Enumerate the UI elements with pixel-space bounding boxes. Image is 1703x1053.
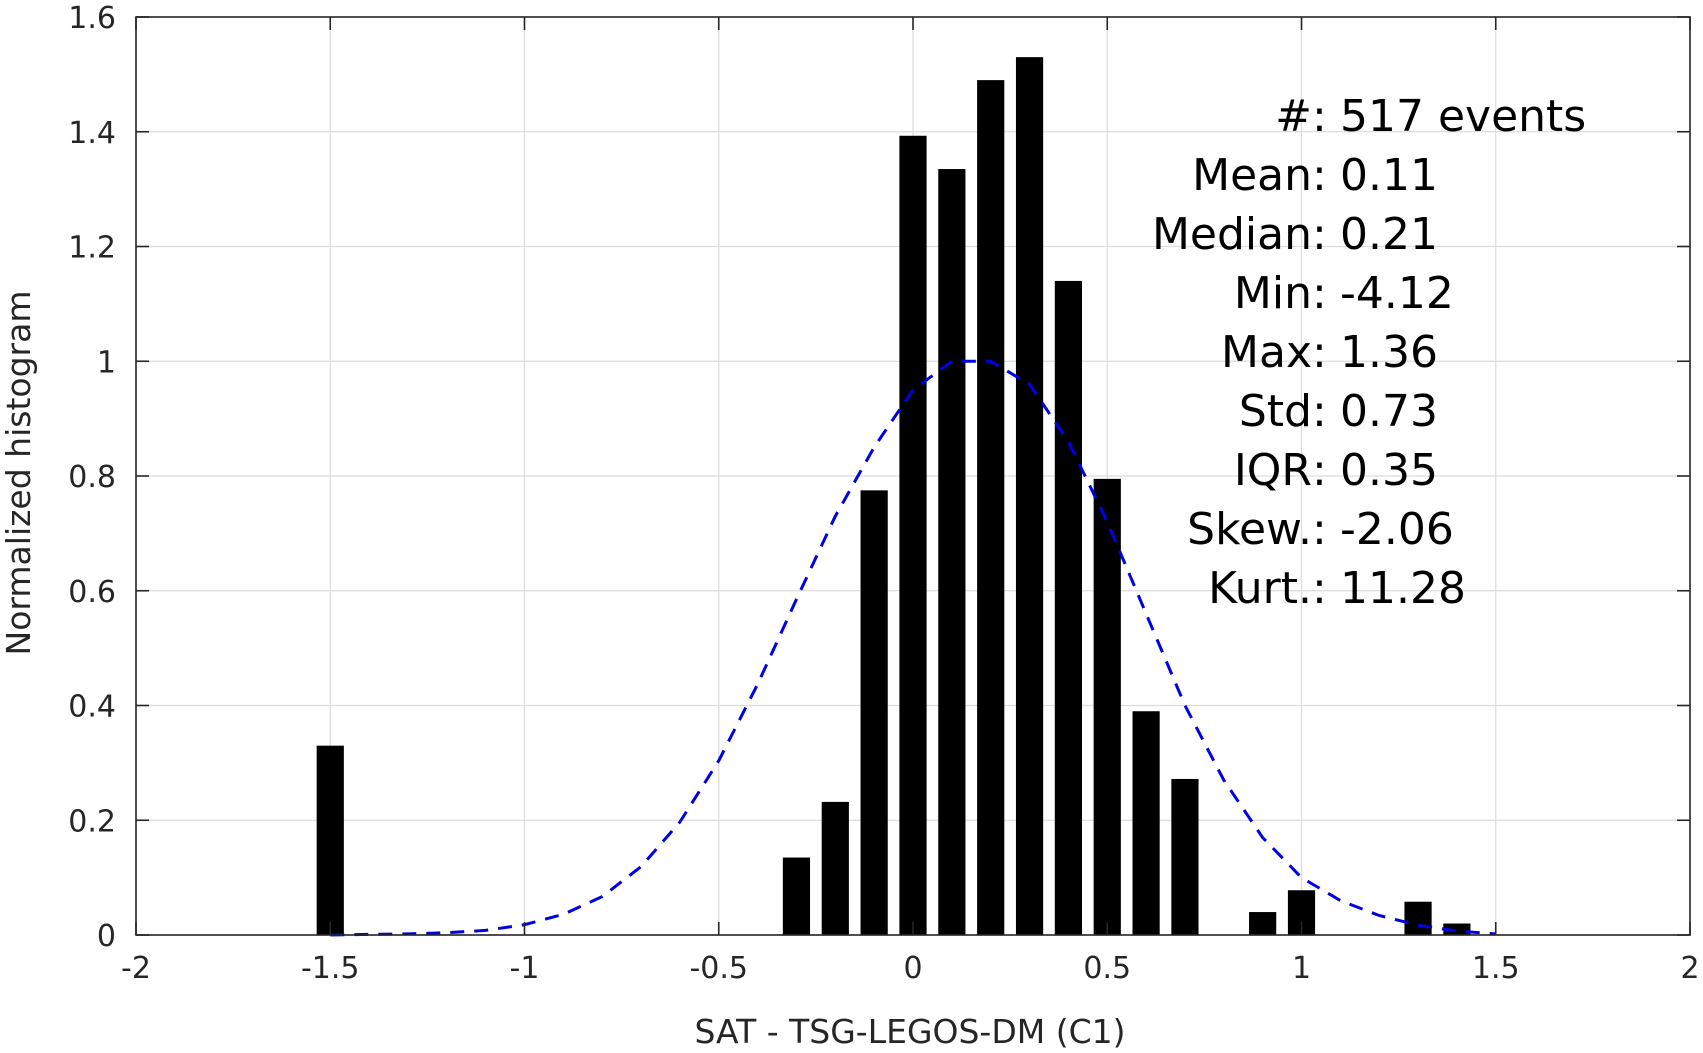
histogram-bar-14: [1404, 901, 1432, 935]
stat-label-8: Kurt.: [1208, 563, 1312, 614]
axes-frame: [135, 16, 1691, 936]
x-tick-label-7: 1.5: [1472, 951, 1520, 986]
stat-value-2: 0.21: [1340, 209, 1438, 260]
histogram-bar-5: [938, 169, 966, 935]
stat-value-7: -2.06: [1340, 504, 1454, 555]
stat-value-1: 0.11: [1340, 150, 1438, 201]
stat-colon-3: :: [1312, 268, 1327, 319]
histogram-bar-0: [316, 745, 344, 935]
stat-label-7: Skew.: [1187, 504, 1312, 555]
histogram-bar-11: [1171, 778, 1199, 935]
stat-label-0: #: [1275, 91, 1312, 142]
stat-label-1: Mean: [1192, 150, 1312, 201]
histogram-bars: [316, 57, 1471, 936]
stat-colon-8: :: [1312, 563, 1327, 614]
histogram-bar-9: [1093, 478, 1121, 935]
stat-colon-6: :: [1312, 445, 1327, 496]
y-tick-label-2: 0.4: [68, 690, 116, 725]
x-axis-label: SAT - TSG-LEGOS-DM (C1): [695, 1012, 1126, 1051]
stat-label-5: Std: [1239, 386, 1312, 437]
x-tick-label-3: -0.5: [689, 951, 748, 986]
x-tick-label-6: 1: [1292, 951, 1311, 986]
stat-label-4: Max: [1221, 327, 1312, 378]
stat-value-0: 517 events: [1340, 91, 1586, 142]
stat-value-3: -4.12: [1340, 268, 1454, 319]
y-tick-label-5: 1: [97, 345, 116, 380]
stat-value-5: 0.73: [1340, 386, 1438, 437]
histogram-bar-2: [821, 801, 849, 935]
stat-colon-1: :: [1312, 150, 1327, 201]
y-tick-label-7: 1.4: [68, 116, 116, 151]
stat-colon-0: :: [1312, 91, 1327, 142]
stat-colon-4: :: [1312, 327, 1327, 378]
x-tick-label-8: 2: [1680, 951, 1699, 986]
stat-colon-2: :: [1312, 209, 1327, 260]
histogram-bar-12: [1249, 912, 1277, 935]
histogram-bar-4: [899, 135, 927, 936]
y-tick-label-1: 0.2: [68, 804, 116, 839]
stat-colon-5: :: [1312, 386, 1327, 437]
y-tick-label-6: 1.2: [68, 231, 116, 266]
y-tick-label-3: 0.6: [68, 575, 116, 610]
y-axis-label: Normalized histogram: [0, 291, 38, 656]
stat-label-3: Min: [1234, 268, 1312, 319]
x-tick-label-2: -1: [510, 951, 540, 986]
tick-labels: -2 -1.5 -1 -0.5 0 0.5 1 1.5 2 0 0.2 0.4 0.6 0.8 1 1.2 1.…: [68, 1, 1699, 986]
histogram-bar-8: [1054, 280, 1082, 935]
x-tick-label-5: 0.5: [1083, 951, 1131, 986]
x-tick-label-4: 0: [903, 951, 922, 986]
y-tick-label-0: 0: [97, 919, 116, 954]
stat-value-6: 0.35: [1340, 445, 1438, 496]
stat-label-2: Median: [1152, 209, 1312, 260]
stat-label-6: IQR: [1234, 445, 1312, 496]
x-tick-label-1: -1.5: [301, 951, 360, 986]
histogram-bar-7: [1015, 57, 1044, 936]
stat-value-4: 1.36: [1340, 327, 1438, 378]
stat-colon-7: :: [1312, 504, 1327, 555]
x-tick-label-0: -2: [121, 951, 151, 986]
stat-value-8: 11.28: [1340, 563, 1466, 614]
histogram-bar-3: [860, 490, 888, 935]
histogram-bar-15: [1443, 923, 1471, 935]
y-tick-label-8: 1.6: [68, 1, 116, 36]
histogram-bar-6: [977, 80, 1005, 936]
histogram-bar-1: [782, 857, 811, 935]
histogram-bar-10: [1132, 711, 1160, 935]
y-tick-label-4: 0.8: [68, 460, 116, 495]
